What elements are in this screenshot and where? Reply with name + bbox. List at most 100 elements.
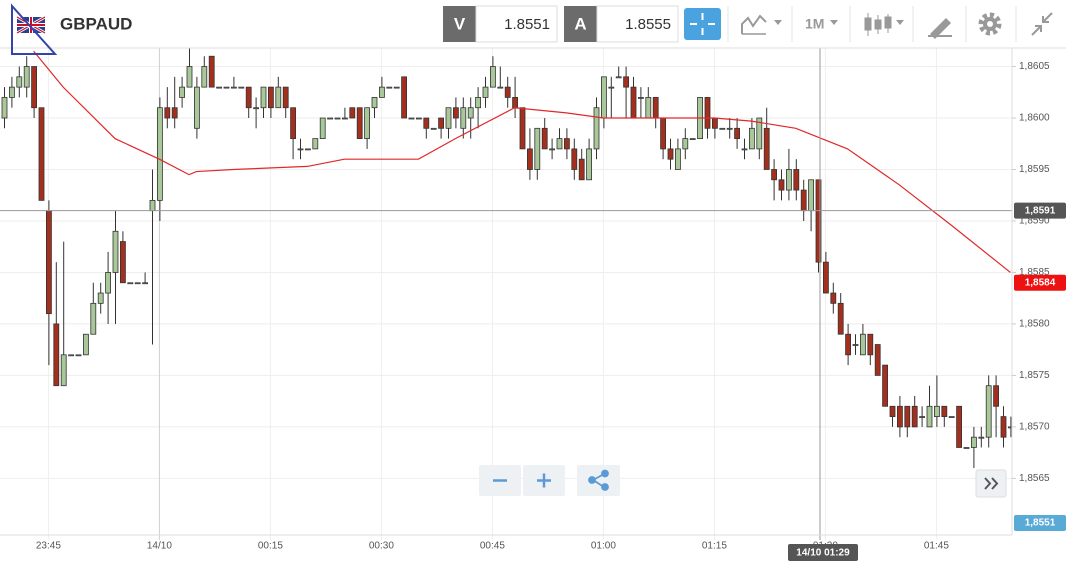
candle-body (75, 354, 82, 357)
settings-button[interactable] (978, 12, 1002, 36)
candle-body (763, 127, 770, 170)
bid-label-box[interactable] (443, 6, 476, 42)
zoom-in-icon[interactable] (537, 473, 551, 488)
candle-body (482, 86, 489, 98)
candle-body (401, 76, 408, 119)
candle-body (978, 436, 985, 439)
candle-body (334, 117, 341, 120)
candle-body (756, 117, 763, 150)
candle-body (223, 86, 230, 89)
candle-body (645, 97, 652, 119)
candle-body (956, 405, 962, 448)
zoom-controls (479, 465, 1007, 498)
candle-body (208, 55, 215, 88)
x-tick-label: 01:45 (924, 541, 949, 552)
candle-body (319, 117, 326, 140)
candle-body (623, 76, 629, 88)
candle-body (541, 127, 548, 150)
candle-body (164, 107, 171, 119)
timeframe[interactable]: 1M (805, 16, 824, 32)
candle-body (904, 405, 911, 428)
candle-body (919, 416, 925, 418)
ask-label[interactable]: A (574, 14, 586, 33)
timeframe-caret[interactable] (830, 20, 838, 25)
flag-icon (16, 15, 46, 35)
collapse-button[interactable] (1031, 12, 1053, 36)
candle-body (860, 333, 866, 356)
y-tick-label: 1,8580 (1019, 319, 1050, 330)
crosshair-button[interactable] (684, 8, 721, 40)
candle-body (438, 117, 445, 129)
chart-type-button[interactable] (741, 14, 782, 35)
scroll-end-icon[interactable] (984, 477, 999, 490)
bid-label[interactable]: V (454, 14, 466, 33)
candle-body (630, 86, 637, 119)
candle-body (452, 107, 459, 119)
candle-body (934, 405, 940, 417)
y-tick-label: 1,8600 (1019, 113, 1050, 124)
symbol: GBPAUD (60, 14, 132, 33)
crosshair-time: 14/10 01:29 (796, 548, 850, 559)
ask-price[interactable]: 1.8555 (625, 16, 671, 33)
candle-body (704, 97, 711, 129)
last-price-tag: 1,8551 (1025, 518, 1056, 529)
candle-body (171, 107, 178, 119)
candle-body (734, 127, 740, 140)
candle-body (667, 148, 674, 160)
y-tick-label: 1,8590 (1019, 216, 1050, 227)
candle-body (83, 333, 89, 356)
x-tick-label: 00:30 (369, 541, 394, 552)
candle-body (749, 127, 755, 150)
ask-box[interactable] (596, 5, 679, 43)
moving-average (33, 50, 1011, 273)
candle-body (201, 66, 208, 88)
candle-body (16, 76, 23, 88)
candle-body (889, 405, 896, 417)
candle-body (564, 138, 570, 150)
candle-body (467, 107, 474, 119)
candle-body (282, 86, 289, 109)
bid-box[interactable] (475, 5, 558, 43)
crosshair-price-tag-box (1014, 202, 1066, 219)
x-tick-label: 23:45 (36, 541, 61, 552)
x-tick-label: 00:15 (258, 541, 283, 552)
candle-body (963, 447, 970, 449)
toolbar: GBPAUD V 1.8551 A 1.8555 1M (0, 0, 1066, 49)
candle-body (267, 86, 274, 109)
candle-body (638, 97, 644, 99)
crosshair-time-box (788, 544, 858, 561)
share-icon[interactable] (588, 469, 609, 491)
candle-body (837, 302, 844, 335)
candle-body (245, 86, 252, 109)
candle-body (23, 66, 30, 88)
candle-body (53, 323, 60, 387)
x-tick-label: 01:15 (702, 541, 727, 552)
ask-label-box[interactable] (564, 6, 597, 42)
candle-body (712, 117, 718, 129)
candle-body (238, 86, 245, 89)
drawing-tool-button[interactable] (928, 18, 952, 39)
candle-body (689, 138, 696, 141)
y-tick-label: 1,8570 (1019, 422, 1050, 433)
candle-body (1008, 426, 1012, 429)
candle-body (652, 97, 659, 119)
candle-body (304, 148, 311, 151)
candle-body (867, 333, 874, 356)
candle-body (90, 302, 97, 335)
candle-body (845, 333, 851, 356)
candle-body (68, 354, 74, 357)
candle-body (105, 272, 111, 294)
candle-body (445, 107, 452, 129)
last-price-tag-box (1014, 515, 1066, 531)
candle-body (260, 86, 267, 109)
share-button[interactable] (577, 465, 620, 496)
candle-style-button[interactable] (864, 13, 904, 36)
candle-body (726, 127, 733, 130)
candle-body (549, 148, 555, 151)
drawn-triangle[interactable] (11, 3, 58, 55)
candle-body (489, 66, 496, 88)
candle-body (149, 199, 156, 212)
candle-body (142, 282, 149, 285)
bid-price[interactable]: 1.8551 (504, 16, 550, 33)
